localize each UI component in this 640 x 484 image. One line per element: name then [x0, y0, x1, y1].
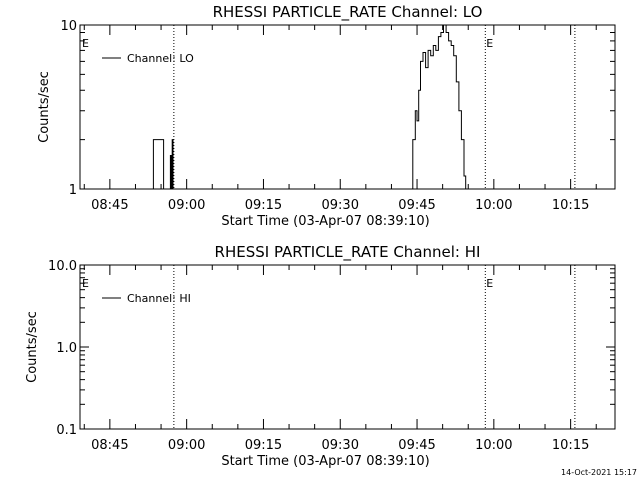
x-tick-label: 10:00 — [475, 438, 512, 453]
x-tick-label: 08:45 — [91, 438, 128, 453]
x-tick-label: 09:30 — [322, 438, 359, 453]
legend-label: Channel: LO — [127, 52, 194, 65]
plot-frame — [79, 24, 616, 190]
legend-label: Channel: HI — [127, 292, 191, 305]
x-tick-label: 10:00 — [475, 198, 512, 213]
event-label: E — [486, 37, 493, 50]
chart-title: RHESSI PARTICLE_RATE Channel: LO — [213, 3, 483, 22]
x-tick-label: 09:45 — [398, 438, 435, 453]
y-tick-label: 1 — [69, 183, 77, 198]
x-tick-label: 09:00 — [168, 438, 205, 453]
x-tick-label: 10:15 — [552, 438, 589, 453]
y-tick-label: 0.1 — [56, 423, 77, 438]
x-tick-label: 09:45 — [398, 198, 435, 213]
footer-timestamp: 14-Oct-2021 15:17 — [561, 468, 637, 477]
series-line — [80, 24, 615, 190]
x-tick-label: 08:45 — [91, 198, 128, 213]
x-tick-label: 10:15 — [552, 198, 589, 213]
y-tick-label: 10.0 — [48, 259, 77, 274]
y-tick-label: 10 — [60, 19, 77, 34]
x-axis-label: Start Time (03-Apr-07 08:39:10) — [221, 214, 429, 229]
y-axis-label: Counts/sec — [25, 311, 40, 383]
y-axis-label: Counts/sec — [37, 71, 52, 143]
x-tick-label: 09:00 — [168, 198, 205, 213]
corner-event-label: E — [82, 277, 89, 290]
x-tick-label: 09:15 — [245, 198, 282, 213]
y-tick-label: 1.0 — [56, 341, 77, 356]
event-label: E — [486, 277, 493, 290]
hi-channel-panel: RHESSI PARTICLE_RATE Channel: HI 0.1 1.0 10… — [25, 243, 616, 469]
corner-event-label: E — [82, 37, 89, 50]
x-axis-label: Start Time (03-Apr-07 08:39:10) — [221, 454, 429, 469]
lo-channel-panel: RHESSI PARTICLE_RATE Channel: LO 1 10 Count… — [37, 3, 616, 229]
chart-title: RHESSI PARTICLE_RATE Channel: HI — [215, 243, 481, 262]
plot-frame — [79, 264, 616, 430]
x-tick-label: 09:30 — [322, 198, 359, 213]
x-tick-label: 09:15 — [245, 438, 282, 453]
